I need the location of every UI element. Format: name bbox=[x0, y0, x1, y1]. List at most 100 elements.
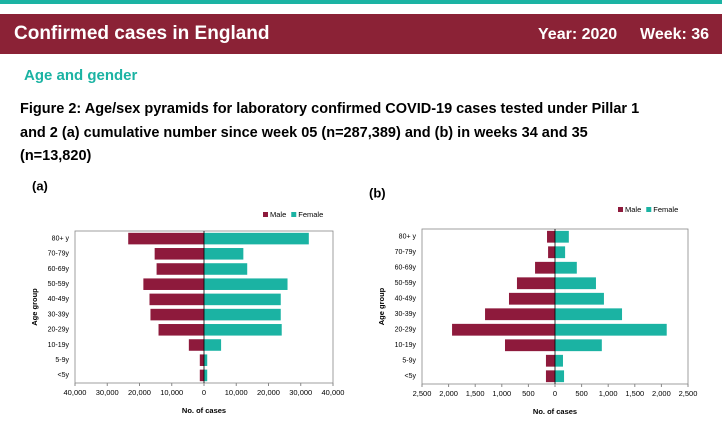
bar bbox=[535, 261, 555, 274]
legend-swatch bbox=[646, 207, 652, 212]
caption-line: (n=13,820) bbox=[20, 148, 92, 164]
x-axis-label: No. of cases bbox=[182, 406, 226, 415]
bar bbox=[204, 339, 222, 351]
bar bbox=[555, 339, 602, 352]
bar bbox=[204, 248, 244, 260]
legend-swatch bbox=[618, 207, 623, 212]
bar bbox=[204, 308, 281, 321]
bar bbox=[555, 246, 566, 259]
bar bbox=[156, 263, 204, 275]
y-tick-label: 40-49y bbox=[395, 296, 417, 303]
bar bbox=[547, 230, 555, 243]
bar bbox=[204, 324, 282, 336]
x-tick-label: 2,500 bbox=[413, 389, 432, 398]
legend-swatch bbox=[263, 212, 268, 217]
y-axis-label: Age group bbox=[377, 287, 386, 325]
y-tick-label: 30-39y bbox=[395, 311, 417, 318]
bar bbox=[204, 293, 281, 306]
y-axis-label: Age group bbox=[30, 288, 39, 326]
y-tick-label: 80+ y bbox=[52, 235, 70, 242]
x-tick-label: 10,000 bbox=[225, 388, 248, 397]
y-tick-label: 70-79y bbox=[395, 249, 417, 256]
y-tick-label: 5-9y bbox=[55, 357, 69, 364]
legend-label: Male bbox=[270, 210, 286, 219]
bar bbox=[154, 248, 204, 260]
header-bar bbox=[0, 14, 722, 54]
bar bbox=[508, 292, 555, 305]
bar bbox=[204, 263, 248, 275]
x-tick-label: 40,000 bbox=[322, 388, 345, 397]
y-tick-label: 50-59y bbox=[48, 281, 70, 288]
bar bbox=[555, 370, 565, 383]
x-tick-label: 500 bbox=[522, 389, 535, 398]
caption-line: and 2 (a) cumulative number since week 0… bbox=[20, 125, 588, 141]
bar bbox=[188, 339, 204, 351]
bar bbox=[128, 232, 204, 245]
bar bbox=[204, 278, 288, 290]
y-tick-label: 80+ y bbox=[399, 234, 417, 241]
x-tick-label: 0 bbox=[553, 389, 557, 398]
y-tick-label: 20-29y bbox=[395, 327, 417, 334]
y-tick-label: 30-39y bbox=[48, 311, 70, 318]
y-tick-label: <5y bbox=[405, 373, 417, 380]
x-tick-label: 1,000 bbox=[492, 389, 511, 398]
bar bbox=[555, 277, 596, 290]
x-tick-label: 1,500 bbox=[466, 389, 485, 398]
bar bbox=[204, 369, 208, 382]
bar bbox=[204, 232, 309, 245]
x-tick-label: 2,000 bbox=[439, 389, 458, 398]
x-tick-label: 2,500 bbox=[679, 389, 698, 398]
panel-label: (a) bbox=[32, 178, 48, 193]
bar bbox=[199, 354, 204, 366]
y-tick-label: 20-29y bbox=[48, 327, 70, 334]
caption-line: Figure 2: Age/sex pyramids for laborator… bbox=[20, 101, 639, 117]
y-tick-label: 10-19y bbox=[48, 342, 70, 349]
bar bbox=[555, 354, 563, 367]
x-tick-label: 1,500 bbox=[625, 389, 644, 398]
legend-swatch bbox=[291, 212, 297, 217]
x-tick-label: 500 bbox=[575, 389, 588, 398]
accent-bar bbox=[0, 0, 722, 4]
x-tick-label: 20,000 bbox=[257, 388, 280, 397]
panel-label: (b) bbox=[369, 185, 386, 200]
x-tick-label: 0 bbox=[202, 388, 206, 397]
bar bbox=[204, 354, 208, 366]
bar bbox=[485, 308, 555, 321]
header-week: Week: 36 bbox=[640, 26, 709, 43]
y-tick-label: 50-59y bbox=[395, 280, 417, 287]
x-tick-label: 30,000 bbox=[289, 388, 312, 397]
bar bbox=[149, 293, 204, 306]
bar bbox=[516, 277, 555, 290]
bar bbox=[452, 323, 555, 336]
bar bbox=[545, 354, 555, 367]
y-tick-label: 60-69y bbox=[48, 266, 70, 273]
header-year: Year: 2020 bbox=[538, 26, 617, 43]
bar bbox=[158, 324, 204, 336]
legend-label: Male bbox=[625, 205, 641, 214]
y-tick-label: 10-19y bbox=[395, 342, 417, 349]
x-tick-label: 40,000 bbox=[64, 388, 87, 397]
x-tick-label: 2,000 bbox=[652, 389, 671, 398]
bar bbox=[199, 369, 204, 382]
bar bbox=[555, 308, 623, 321]
x-tick-label: 20,000 bbox=[128, 388, 151, 397]
y-tick-label: 70-79y bbox=[48, 251, 70, 258]
x-tick-label: 1,000 bbox=[599, 389, 618, 398]
bar bbox=[555, 230, 569, 243]
bar bbox=[150, 308, 204, 321]
x-tick-label: 30,000 bbox=[96, 388, 119, 397]
y-tick-label: 40-49y bbox=[48, 296, 70, 303]
bar bbox=[545, 370, 555, 383]
section-title: Age and gender bbox=[24, 67, 138, 84]
bar bbox=[555, 261, 577, 274]
y-tick-label: 5-9y bbox=[402, 358, 416, 365]
bar bbox=[143, 278, 204, 290]
x-axis-label: No. of cases bbox=[533, 407, 577, 416]
bar bbox=[555, 323, 667, 336]
legend-label: Female bbox=[298, 210, 323, 219]
bar bbox=[504, 339, 555, 352]
header-title: Confirmed cases in England bbox=[14, 23, 270, 44]
y-tick-label: <5y bbox=[58, 372, 70, 379]
x-tick-label: 10,000 bbox=[160, 388, 183, 397]
